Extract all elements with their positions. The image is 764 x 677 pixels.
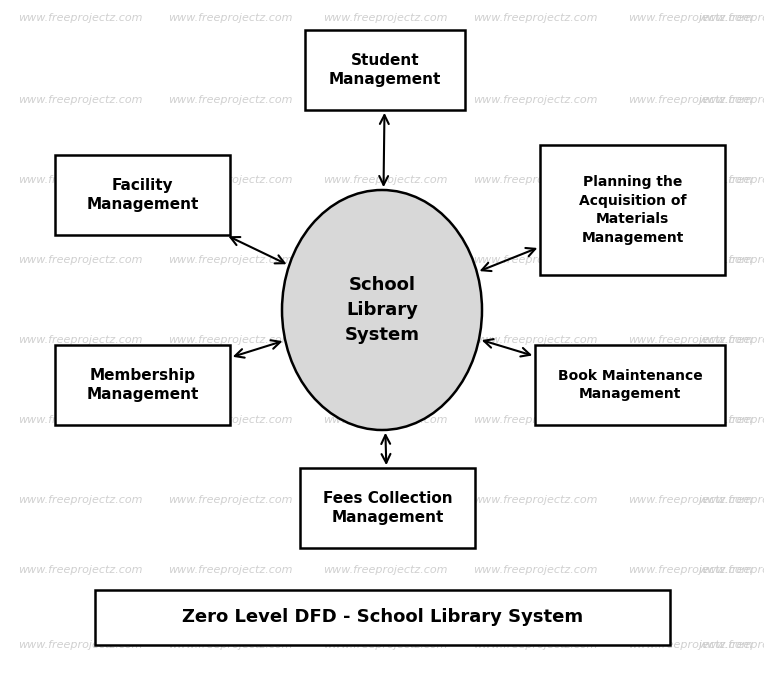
Text: www.freeprojectz.com: www.freeprojectz.com: [322, 13, 447, 23]
Text: www.freeprojectz.com: www.freeprojectz.com: [322, 565, 447, 575]
Ellipse shape: [282, 190, 482, 430]
Bar: [95, 590, 670, 645]
Text: www.freeprojectz.com: www.freeprojectz.com: [473, 13, 597, 23]
Text: Fees Collection
Management: Fees Collection Management: [322, 491, 452, 525]
Text: www.freeprojectz.com: www.freeprojectz.com: [18, 640, 142, 650]
Text: www.freeprojectz.com: www.freeprojectz.com: [18, 13, 142, 23]
Text: www.freeprojectz.com: www.freeprojectz.com: [698, 640, 764, 650]
Text: www.freeprojectz.com: www.freeprojectz.com: [18, 175, 142, 185]
Text: www.freeprojectz.com: www.freeprojectz.com: [628, 175, 753, 185]
Text: www.freeprojectz.com: www.freeprojectz.com: [473, 640, 597, 650]
Text: www.freeprojectz.com: www.freeprojectz.com: [473, 255, 597, 265]
Text: www.freeprojectz.com: www.freeprojectz.com: [628, 95, 753, 105]
Text: www.freeprojectz.com: www.freeprojectz.com: [473, 565, 597, 575]
Text: www.freeprojectz.com: www.freeprojectz.com: [322, 495, 447, 505]
Text: www.freeprojectz.com: www.freeprojectz.com: [168, 640, 293, 650]
Text: www.freeprojectz.com: www.freeprojectz.com: [628, 415, 753, 425]
Bar: [300, 468, 475, 548]
Text: www.freeprojectz.com: www.freeprojectz.com: [322, 640, 447, 650]
Text: www.freeprojectz.com: www.freeprojectz.com: [18, 565, 142, 575]
Bar: [55, 345, 230, 425]
Text: www.freeprojectz.com: www.freeprojectz.com: [168, 13, 293, 23]
Text: Student
Management: Student Management: [329, 53, 441, 87]
Text: Membership
Management: Membership Management: [86, 368, 199, 402]
Text: www.freeprojectz.com: www.freeprojectz.com: [628, 565, 753, 575]
Text: Facility
Management: Facility Management: [86, 177, 199, 213]
Bar: [305, 30, 465, 110]
Text: www.freeprojectz.com: www.freeprojectz.com: [168, 175, 293, 185]
Text: www.freeprojectz.com: www.freeprojectz.com: [168, 335, 293, 345]
Text: www.freeprojectz.com: www.freeprojectz.com: [18, 335, 142, 345]
Bar: [540, 145, 725, 275]
Text: www.freeprojectz.com: www.freeprojectz.com: [168, 415, 293, 425]
Text: www.freeprojectz.com: www.freeprojectz.com: [628, 335, 753, 345]
Text: Zero Level DFD - School Library System: Zero Level DFD - School Library System: [182, 609, 583, 626]
Text: www.freeprojectz.com: www.freeprojectz.com: [322, 335, 447, 345]
Text: Planning the
Acquisition of
Materials
Management: Planning the Acquisition of Materials Ma…: [579, 175, 686, 244]
Text: www.freeprojectz.com: www.freeprojectz.com: [698, 565, 764, 575]
Text: www.freeprojectz.com: www.freeprojectz.com: [473, 95, 597, 105]
Text: www.freeprojectz.com: www.freeprojectz.com: [168, 565, 293, 575]
Text: www.freeprojectz.com: www.freeprojectz.com: [698, 255, 764, 265]
Bar: [55, 155, 230, 235]
Text: www.freeprojectz.com: www.freeprojectz.com: [18, 495, 142, 505]
Text: www.freeprojectz.com: www.freeprojectz.com: [473, 335, 597, 345]
Bar: [535, 345, 725, 425]
Text: www.freeprojectz.com: www.freeprojectz.com: [473, 415, 597, 425]
Text: www.freeprojectz.com: www.freeprojectz.com: [628, 640, 753, 650]
Text: www.freeprojectz.com: www.freeprojectz.com: [18, 415, 142, 425]
Text: www.freeprojectz.com: www.freeprojectz.com: [322, 415, 447, 425]
Text: www.freeprojectz.com: www.freeprojectz.com: [628, 13, 753, 23]
Text: www.freeprojectz.com: www.freeprojectz.com: [698, 13, 764, 23]
Text: www.freeprojectz.com: www.freeprojectz.com: [168, 95, 293, 105]
Text: www.freeprojectz.com: www.freeprojectz.com: [322, 95, 447, 105]
Text: www.freeprojectz.com: www.freeprojectz.com: [168, 255, 293, 265]
Text: www.freeprojectz.com: www.freeprojectz.com: [698, 335, 764, 345]
Text: www.freeprojectz.com: www.freeprojectz.com: [628, 495, 753, 505]
Text: www.freeprojectz.com: www.freeprojectz.com: [628, 255, 753, 265]
Text: www.freeprojectz.com: www.freeprojectz.com: [698, 95, 764, 105]
Text: www.freeprojectz.com: www.freeprojectz.com: [473, 175, 597, 185]
Text: www.freeprojectz.com: www.freeprojectz.com: [18, 255, 142, 265]
Text: Book Maintenance
Management: Book Maintenance Management: [558, 369, 702, 401]
Text: www.freeprojectz.com: www.freeprojectz.com: [698, 415, 764, 425]
Text: www.freeprojectz.com: www.freeprojectz.com: [322, 255, 447, 265]
Text: www.freeprojectz.com: www.freeprojectz.com: [18, 95, 142, 105]
Text: School
Library
System: School Library System: [345, 276, 419, 344]
Text: www.freeprojectz.com: www.freeprojectz.com: [473, 495, 597, 505]
Text: www.freeprojectz.com: www.freeprojectz.com: [698, 495, 764, 505]
Text: www.freeprojectz.com: www.freeprojectz.com: [168, 495, 293, 505]
Text: www.freeprojectz.com: www.freeprojectz.com: [322, 175, 447, 185]
Text: www.freeprojectz.com: www.freeprojectz.com: [698, 175, 764, 185]
